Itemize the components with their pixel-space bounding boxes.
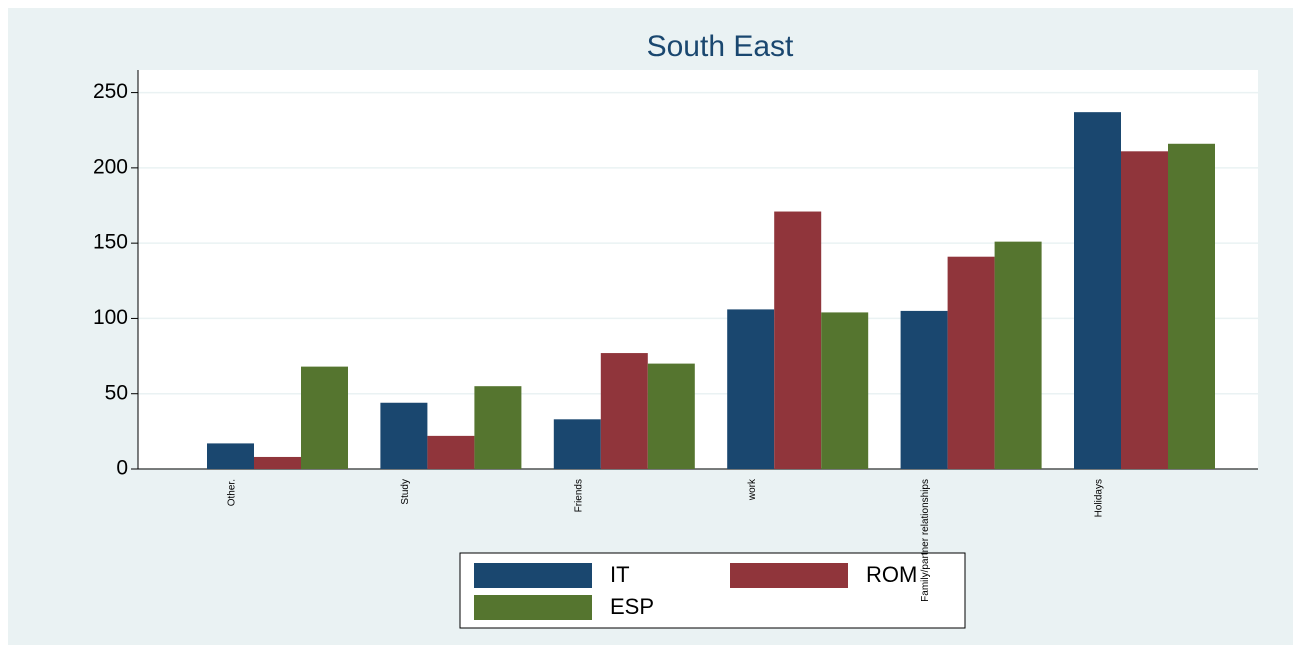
y-tick-label: 150 [93,231,128,254]
bar [647,363,695,469]
y-tick-label: 50 [105,381,128,404]
bar [380,402,428,469]
bar [994,241,1042,469]
bar [1121,151,1168,469]
bar [947,256,995,469]
bar [821,312,869,469]
legend-label: ROM [866,562,917,587]
bar [600,353,648,469]
bar [301,366,348,469]
bar [427,435,475,469]
chart-title: South East [647,30,794,63]
bar [727,309,775,469]
x-tick-label: Friends [573,479,584,512]
bar [900,310,948,469]
bar [553,419,601,469]
y-tick-label: 250 [93,80,128,103]
y-tick-label: 100 [93,306,128,329]
legend-swatch [474,595,592,620]
bar [474,386,522,469]
bar [207,443,254,469]
x-tick-label: work [747,478,758,501]
bar [1168,143,1215,470]
x-tick-label: Family/partner relationships [920,479,931,602]
x-tick-label: Study [400,479,411,505]
y-tick-label: 200 [93,155,128,178]
x-tick-label: Holidays [1094,479,1105,517]
y-tick-label: 0 [116,457,128,480]
x-tick-label: Other. [227,479,238,506]
legend-swatch [474,563,592,588]
bar [774,211,822,469]
bar [254,456,301,469]
legend-swatch [730,563,848,588]
bar [1074,112,1121,469]
legend-label: ESP [610,594,654,619]
legend-label: IT [610,562,630,587]
